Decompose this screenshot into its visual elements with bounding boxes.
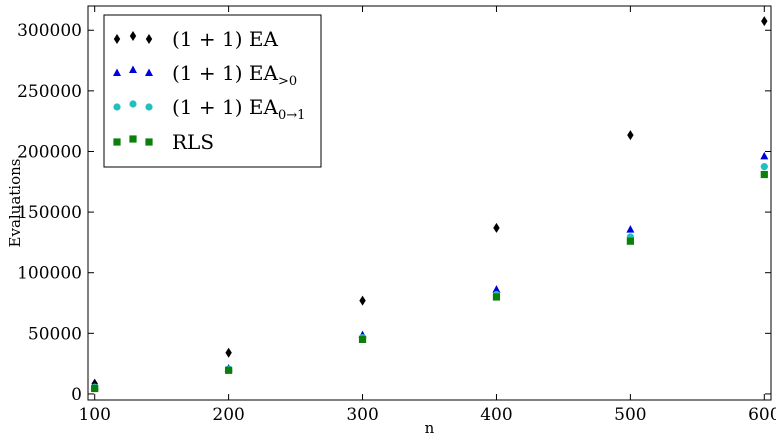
x-tick-label: 600 <box>748 405 776 425</box>
x-tick-label: 500 <box>614 405 646 425</box>
y-axis: 0 50000 100000 150000 200000 250000 300000 <box>17 21 771 405</box>
legend-box <box>103 14 322 168</box>
legend-marker <box>113 68 121 76</box>
data-point <box>760 163 768 171</box>
data-point <box>626 225 635 233</box>
legend-marker <box>129 135 137 143</box>
data-point <box>761 16 768 27</box>
legend-marker <box>145 68 153 76</box>
legend-entry: (1 + 1) EA>0 <box>113 61 297 89</box>
plot-frame <box>87 5 772 401</box>
x-axis: 100 200 300 400 500 600 <box>78 6 776 425</box>
y-tick-label: 200000 <box>17 142 82 162</box>
legend-marker <box>113 34 121 44</box>
y-tick-label: 250000 <box>17 82 82 102</box>
data-point <box>91 384 99 393</box>
series-2-points <box>90 151 769 390</box>
data-point <box>492 285 501 293</box>
y-tick-label: 0 <box>71 385 82 405</box>
legend-entry: RLS <box>113 130 214 154</box>
data-point <box>760 151 769 160</box>
legend-label: (1 + 1) EA0→1 <box>172 95 305 123</box>
data-point <box>225 366 233 374</box>
legend-label: (1 + 1) EA>0 <box>172 61 297 89</box>
legend-marker <box>113 103 121 111</box>
data-point <box>626 237 634 245</box>
legend-entry: (1 + 1) EA0→1 <box>113 95 305 123</box>
y-tick-label: 50000 <box>28 324 82 344</box>
x-axis-label: n <box>425 419 435 437</box>
y-tick-label: 300000 <box>17 21 82 41</box>
legend-marker <box>129 100 137 108</box>
data-point <box>627 130 634 141</box>
legend: (1 + 1) EA (1 + 1) EA>0 (1 + 1) EA0→1 RLS <box>103 14 322 168</box>
legend-marker <box>145 34 153 44</box>
legend-label: (1 + 1) EA <box>172 27 278 51</box>
legend-marker <box>129 31 137 41</box>
data-point <box>359 295 366 306</box>
x-tick-label: 200 <box>212 405 244 425</box>
y-axis-label: Evaluations <box>6 159 24 248</box>
series-4-points <box>91 170 768 393</box>
data-point <box>225 347 232 358</box>
y-tick-label: 150000 <box>17 203 82 223</box>
x-tick-label: 400 <box>480 405 512 425</box>
legend-marker <box>129 65 137 73</box>
legend-marker <box>145 138 153 146</box>
series-3-points <box>91 163 768 391</box>
x-tick-label: 100 <box>78 405 110 425</box>
x-tick-label: 300 <box>346 405 378 425</box>
legend-entry: (1 + 1) EA <box>113 27 278 51</box>
data-point <box>760 170 768 179</box>
data-points <box>90 16 769 393</box>
data-point <box>493 222 500 233</box>
legend-marker <box>145 103 153 111</box>
legend-label: RLS <box>172 130 214 154</box>
legend-marker <box>113 138 121 146</box>
y-tick-label: 100000 <box>17 264 82 284</box>
data-point <box>358 335 367 343</box>
data-point <box>492 293 501 301</box>
